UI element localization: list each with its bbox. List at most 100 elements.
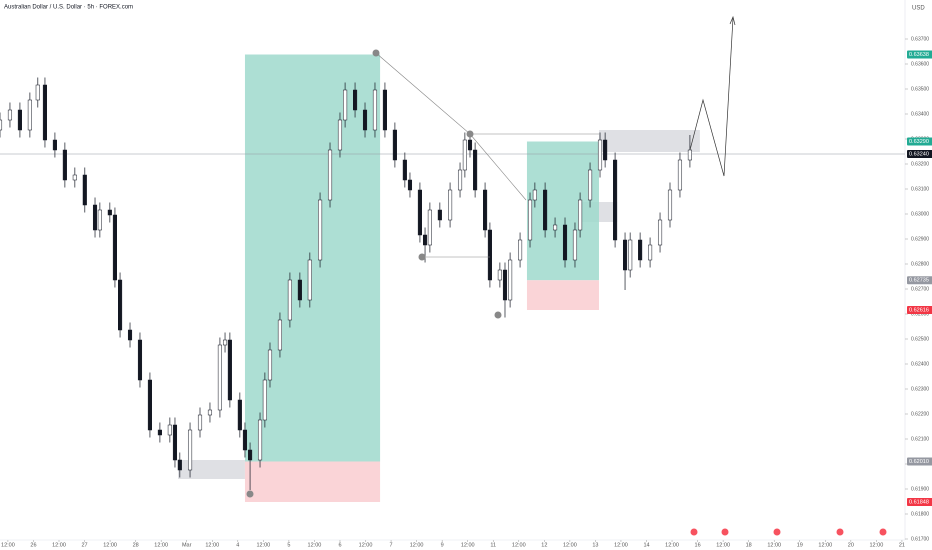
candle-body [603,139,608,161]
x-tick-label: 28 [133,542,139,548]
candle-body [177,459,182,471]
y-tick-label: 0.61700 [911,536,929,542]
x-tick-label: 12:00 [359,542,373,548]
candle-body [327,149,333,201]
x-tick-label: 14 [643,542,649,548]
price-label: 0.61848 [909,499,929,505]
candle-body [648,244,653,261]
event-icon [690,528,698,536]
candle-body [297,279,302,301]
candle-body [417,189,422,236]
profit-zone [244,54,381,462]
x-tick-label: 12:00 [154,542,168,548]
x-tick-label: 12:00 [870,542,884,548]
zone [598,130,700,152]
y-tick-label: 0.62600 [911,311,929,317]
price-label: 0.62616 [909,307,929,313]
candle-body [35,84,40,101]
x-tick-label: 13 [592,542,598,548]
price-label-box [907,457,932,466]
candle-body [172,424,178,461]
candle-body [532,189,537,201]
candle-body [353,89,358,111]
candle-body [237,399,242,431]
candle-body [97,209,102,231]
candle-body [473,149,478,191]
event-icon [879,528,887,536]
x-tick-label: 12:00 [665,542,679,548]
x-tick-label: 12:00 [512,542,526,548]
x-tick-label: 27 [81,542,87,548]
candle-body [157,429,162,436]
swing-marker [466,130,474,138]
y-tick-label: 0.62400 [911,361,929,367]
candle-body [402,159,407,181]
x-tick-label: 21 [899,542,905,548]
candle-body [467,139,473,151]
y-tick-label: 0.62700 [911,286,929,292]
candle-body [382,89,387,131]
candle-body [407,179,413,191]
y-tick-label: 0.61900 [911,486,929,492]
candle-body [497,269,502,281]
candle-body [677,159,683,191]
candle-body [147,379,152,431]
candle-body [638,239,643,261]
candle-body [242,429,248,451]
event-icon [773,528,781,536]
candle-body [217,344,222,411]
y-tick-label: 0.62100 [911,436,929,442]
loss-zone [244,461,381,502]
candle-body [207,409,213,416]
candle-body [687,149,692,161]
price-label-box [907,50,932,59]
candle-body [362,109,368,131]
y-tick-label: 0.63600 [911,61,929,67]
candle-body [518,239,523,261]
swing-marker [494,311,502,319]
candle-body [17,109,22,131]
y-tick-label: 0.63400 [911,111,929,117]
candle-body [222,339,228,346]
candle-body [657,219,663,246]
candle-body [622,239,628,271]
candle-body [527,199,533,241]
price-label-box [907,498,932,506]
candle-body [508,259,513,301]
candle-body [502,269,508,301]
candle-body [118,279,123,331]
candle-body [307,259,312,301]
candle-body [0,119,3,131]
candle-body [588,169,593,201]
candle-body [167,424,172,436]
x-tick-label: 19 [797,542,803,548]
candle-body [82,174,87,206]
x-tick-label: 12:00 [818,542,832,548]
candle-body [553,224,558,231]
x-tick-label: 12:00 [205,542,219,548]
candle-body [392,129,397,161]
swing-marker [372,49,380,57]
candle-body [42,84,48,141]
x-tick-label: 5 [287,542,290,548]
price-label-box [907,306,932,314]
candle-body [422,234,428,246]
candle-body [572,229,578,261]
x-tick-label: 4 [236,542,239,548]
candle-body [543,189,548,231]
candle-body [137,339,143,381]
x-tick-label: 12:00 [256,542,270,548]
x-tick-label: Mar [182,542,192,548]
x-tick-label: 6 [338,542,341,548]
candle-body [578,199,583,231]
x-tick-label: 16 [695,542,701,548]
candle-body [62,149,67,181]
y-tick-label: 0.62300 [911,386,929,392]
trend-line [469,133,527,201]
candle-body [597,139,603,171]
overlay [246,15,887,536]
candle-body [187,429,193,471]
candle-body [267,349,273,381]
